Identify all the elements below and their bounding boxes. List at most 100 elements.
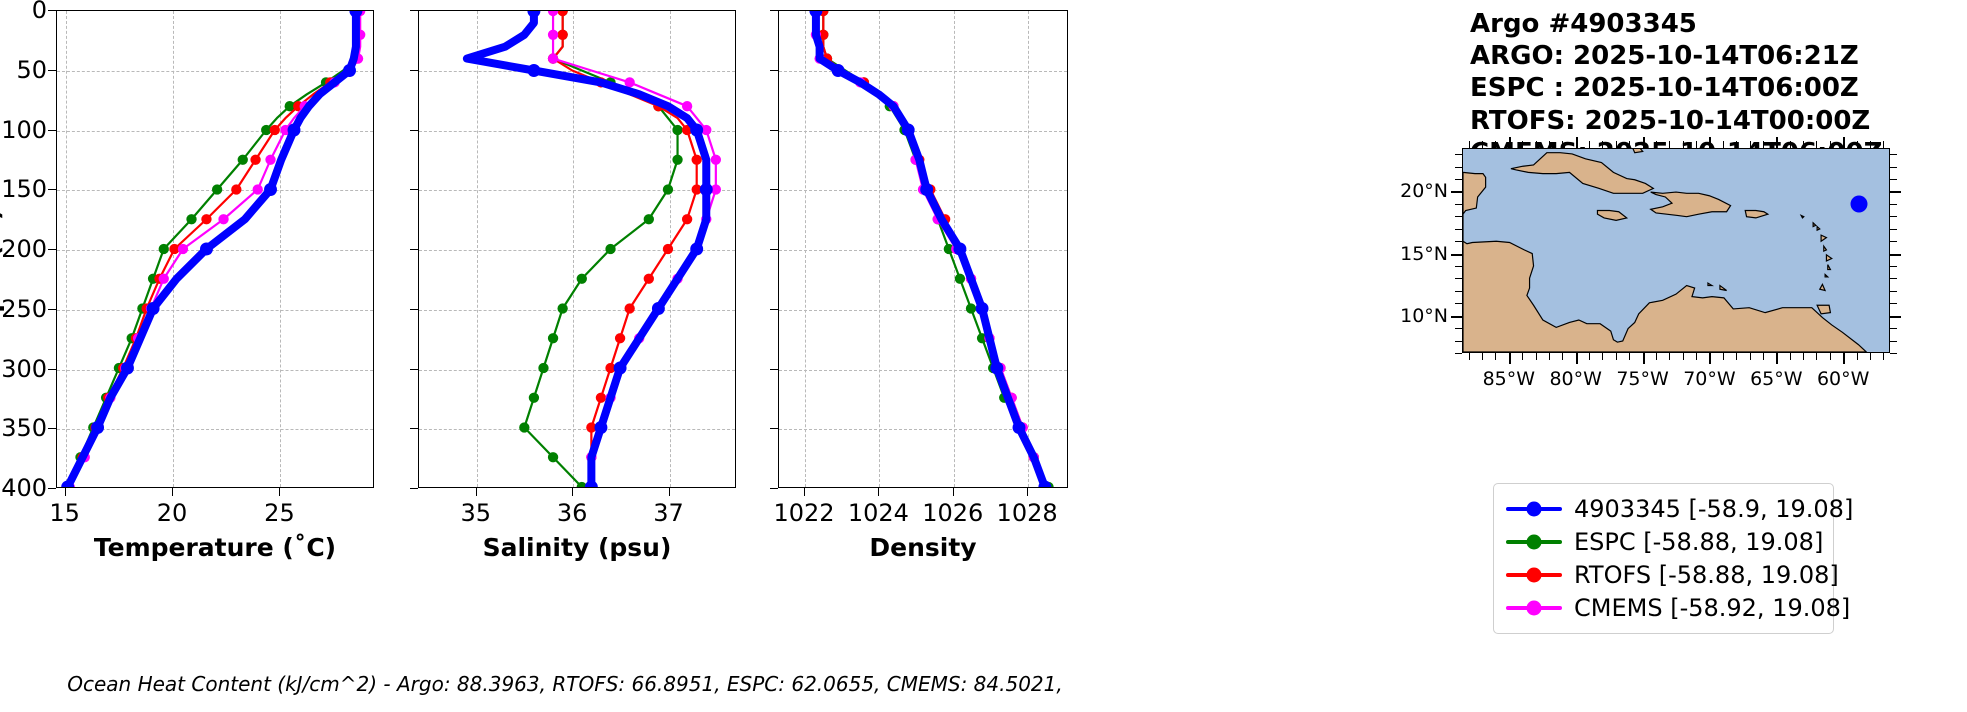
argo-metadata-block: Argo #4903345 ARGO: 2025-10-14T06:21Z ESPC… [1470,8,1882,169]
map-lat-tick [1455,266,1462,268]
map-lon-tick [1749,141,1751,148]
map-lat-tick [1455,154,1462,156]
series-marker-rtofs [643,273,654,284]
x-tickmark [804,488,806,496]
gridline-horizontal [57,70,373,72]
map-frame [1462,148,1890,353]
gridline-horizontal [779,250,1067,251]
gridline-horizontal [779,309,1067,311]
legend-item-argo[interactable]: 4903345 [-58.9, 19.08] [1506,492,1853,525]
map-lon-tick [1589,141,1591,148]
y-tickmark [410,249,418,250]
legend-label: CMEMS [-58.92, 19.08] [1574,593,1851,622]
map-lat-tick [1455,278,1462,280]
map-lat-tick [1455,340,1462,342]
series-line-4903345 [467,11,706,487]
map-lon-tick [1789,141,1791,148]
map-lon-tick [1562,141,1564,148]
series-marker-argo [651,302,665,315]
legend-item-cmems[interactable]: CMEMS [-58.92, 19.08] [1506,591,1850,624]
series-marker-espc [237,154,248,165]
series-marker-argo [146,302,160,315]
map-lon-tick [1615,353,1617,360]
legend-swatch-cmems [1506,597,1562,619]
y-tickmark [48,249,56,250]
map-lon-tick [1762,141,1764,148]
temperature-profile-plot-area [56,10,374,488]
map-lon-label: 60°W [1816,368,1870,390]
series-marker-espc [547,452,559,463]
y-tickmark [770,368,778,370]
y-tickmark [410,189,418,191]
landmass [1632,149,1644,154]
landmass [1649,191,1732,218]
gridline-horizontal [779,70,1067,72]
map-lat-tick [1455,353,1462,354]
y-tickmark [48,129,56,131]
series-marker-espc [528,392,540,403]
series-marker-cmems [547,29,559,40]
map-lon-tick [1696,353,1698,360]
landmass [1816,304,1832,315]
series-marker-cmems [252,184,263,195]
x-tick-label: 35 [460,499,492,527]
x-tickmark [64,488,66,496]
map-lon-tick [1883,141,1885,148]
map-lon-tick [1762,353,1764,360]
density-profile-plot-area [778,10,1068,488]
map-lon-tick [1669,141,1671,148]
x-tickmark [1027,488,1029,496]
y-tickmark [48,488,56,489]
series-marker-argo [1038,480,1052,487]
x-tick-label: 1026 [922,499,984,527]
map-lon-tick [1682,353,1684,360]
map-lat-tick [1890,290,1897,292]
series-marker-argo [527,64,541,77]
legend-item-rtofs[interactable]: RTOFS [-58.88, 19.08] [1506,558,1839,591]
metadata-line-1: ARGO: 2025-10-14T06:21Z [1470,41,1859,72]
map-lon-tick [1482,141,1484,148]
y-tickmark [770,308,778,310]
gridline-vertical [65,11,67,487]
map-lat-label: 15°N [1400,242,1448,265]
gridline-horizontal [57,130,373,132]
legend-dot-icon [1526,600,1542,615]
map-lat-label: 20°N [1400,180,1448,203]
map-lon-tick [1548,141,1550,148]
legend-item-espc[interactable]: ESPC [-58.88, 19.08] [1506,525,1823,558]
map-lat-tick [1455,328,1462,330]
map-lon-tick [1856,141,1858,148]
y-tickmark [410,129,418,131]
series-marker-cmems [280,124,291,136]
y-tick-label: 300 [1,354,47,383]
y-tickmark [770,69,778,71]
map-lat-tick [1455,179,1462,181]
series-marker-rtofs [557,11,568,17]
map-lat-tick [1455,228,1462,230]
salinity-profile-plot-area [418,10,736,488]
map-lat-tick [1890,166,1897,168]
series-marker-argo [584,480,598,487]
y-tickmark [770,189,778,191]
series-marker-cmems [218,214,229,225]
map-lon-label: 70°W [1683,368,1736,390]
y-tick-label: 250 [1,294,47,323]
legend-dot-icon [1526,567,1542,582]
map-lon-tick [1803,141,1805,148]
x-tickmark [668,488,670,496]
series-marker-rtofs [662,243,674,255]
map-lon-tick [1589,353,1591,360]
gridline-horizontal [419,250,735,251]
y-tickmark [48,10,56,11]
gridline-horizontal [57,429,373,431]
series-marker-rtofs [595,392,607,403]
series-marker-espc [557,303,568,314]
series-marker-rtofs [691,184,702,195]
map-lat-tick [1455,241,1462,243]
series-marker-espc [576,273,587,284]
map-lon-tick [1776,137,1779,148]
series-marker-espc [261,124,272,136]
x-tickmark [878,488,880,496]
x-tickmark [475,488,477,496]
density-profile: 1022 1024 1026 1028 Density [770,10,1068,562]
